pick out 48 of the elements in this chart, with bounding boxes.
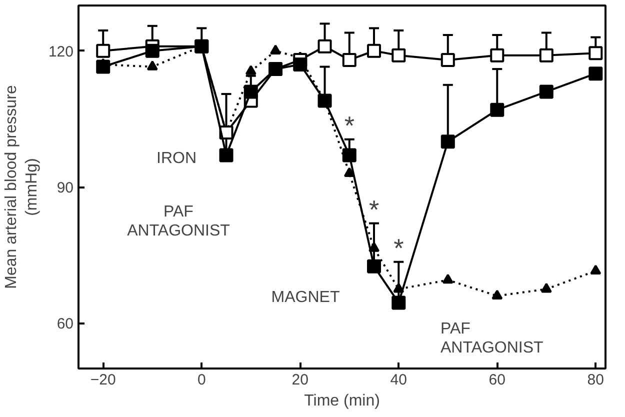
point [440,52,455,67]
y-axis-title: Mean arterial blood pressure (mmHg) [3,85,40,289]
point [588,46,603,60]
point [344,167,355,177]
point [245,65,256,75]
point [96,44,110,58]
annotation: * [344,110,354,140]
point [270,44,282,54]
point [440,134,455,149]
point [539,48,554,62]
point [590,264,602,275]
annotation: IRON [156,150,196,167]
point [318,39,332,54]
x-tick-label: 0 [197,372,206,388]
x-axis-title: Time (min) [304,392,380,410]
point [244,84,258,99]
annotation: * [394,232,404,263]
point [145,44,160,58]
point [96,60,110,74]
point [442,274,454,284]
annotation: * [368,194,380,224]
point [539,84,554,99]
point [367,259,382,274]
x-tick-label: −20 [90,372,116,388]
point [540,282,552,293]
point [342,52,356,67]
y-tick-label: 120 [48,43,74,60]
y-tick-label: 60 [56,316,74,333]
point [490,48,504,62]
point [392,296,406,310]
point [367,44,382,58]
point [588,66,603,81]
x-tick-label: 60 [488,372,506,388]
annotation: MAGNET [271,289,340,306]
x-tick-label: 40 [390,372,407,388]
point [392,48,406,62]
point [492,290,503,300]
point [490,102,504,117]
x-tick-label: 20 [292,372,308,388]
y-tick-label: 90 [56,180,74,196]
point [368,242,380,252]
point [219,148,234,162]
annotation: PAF ANTAGONIST [127,204,230,240]
point [293,57,308,72]
point [342,148,356,162]
x-tick-label: 80 [587,372,604,388]
point [146,60,158,70]
annotation: PAF ANTAGONIST [440,320,544,356]
